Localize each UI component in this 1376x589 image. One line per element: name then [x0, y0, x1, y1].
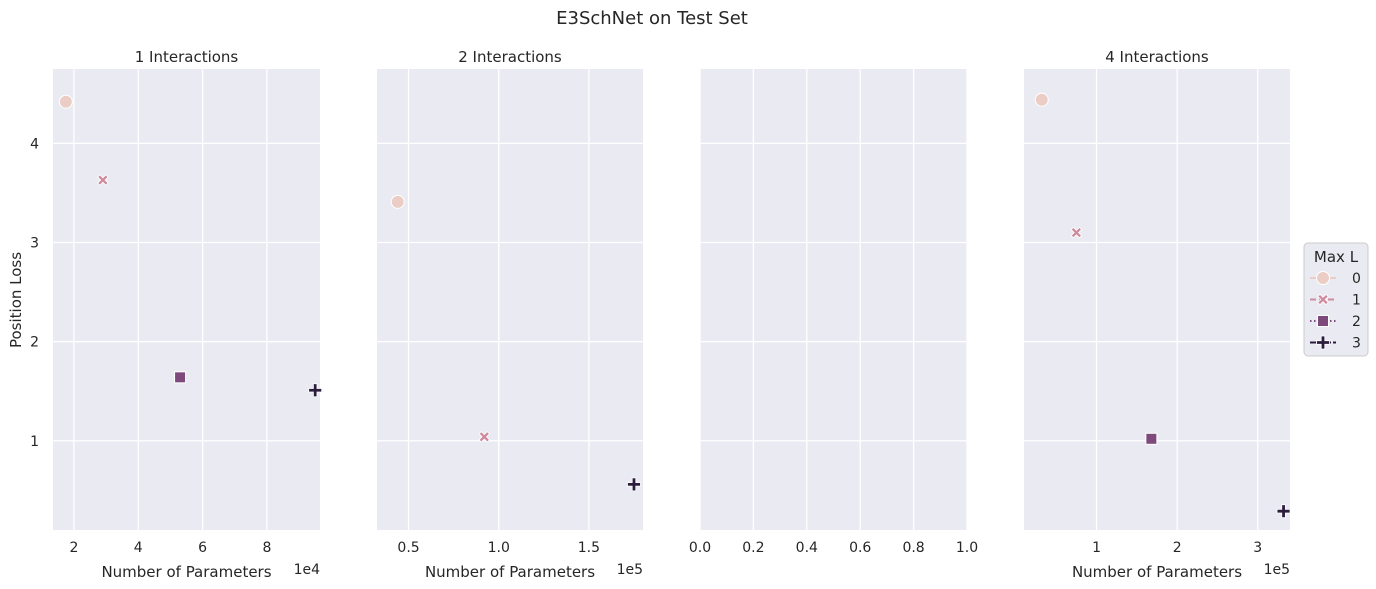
x-axis-label: Number of Parameters: [101, 563, 271, 581]
y-tick-label: 1: [30, 434, 39, 450]
x-tick-label: 0.5: [397, 540, 419, 556]
legend-title: Max L: [1314, 248, 1359, 266]
legend-marker: [1317, 315, 1329, 327]
x-offset-label: 1e5: [1264, 562, 1290, 578]
legend-label: 0: [1352, 271, 1361, 287]
subplot-4: 1 2 3 4 Interactions Number of Parameters 1e5: [1024, 48, 1291, 581]
data-point: [390, 194, 405, 209]
plot-area: [53, 69, 320, 530]
data-point: [174, 371, 187, 384]
y-tick-label: 4: [30, 136, 39, 152]
data-point: [627, 477, 641, 492]
x-tick-label: 3: [1253, 540, 1262, 556]
data-point: [1034, 92, 1049, 107]
x-tick-label: 1.0: [488, 540, 510, 556]
legend-label: 1: [1352, 293, 1361, 309]
subplot-2: 0.5 1.0 1.5 2 Interactions Number of Paramet…: [377, 48, 643, 581]
legend-marker: [1317, 293, 1329, 306]
legend-label: 2: [1352, 314, 1361, 330]
x-tick-label: 1.5: [578, 540, 600, 556]
x-tick-label: 8: [262, 540, 271, 556]
legend-marker: [1316, 271, 1330, 285]
data-point: [1070, 226, 1083, 239]
plot-area: [1024, 69, 1290, 530]
legend-frame: [1303, 242, 1369, 357]
x-tick-label: 1: [1092, 540, 1101, 556]
legend-entry-2: 2: [1310, 314, 1361, 330]
legend-label: 3: [1352, 336, 1361, 352]
x-tick-label: 6: [198, 540, 207, 556]
legend-entry-1: 1: [1310, 293, 1361, 309]
x-tick-label: 4: [134, 540, 143, 556]
y-axis-label: Position Loss: [7, 252, 25, 348]
legend-marker: [1316, 335, 1330, 350]
x-offset-label: 1e5: [617, 562, 643, 578]
y-tick-label: 3: [30, 235, 39, 251]
x-offset-label: 1e4: [294, 562, 321, 578]
data-point: [58, 94, 73, 109]
x-tick-label: 0.2: [742, 540, 764, 556]
x-tick-label: 1.0: [956, 540, 978, 556]
x-tick-label: 2: [1173, 540, 1182, 556]
subplot-title: 4 Interactions: [1105, 48, 1209, 66]
x-tick-label: 0.0: [689, 540, 711, 556]
data-point: [97, 174, 109, 186]
subplot-title: 2 Interactions: [458, 48, 562, 66]
legend-entry-0: 0: [1310, 271, 1361, 287]
subplot-1: 2 4 6 8 1 2 3 4 1 Interactions Number of Paramete…: [30, 48, 323, 581]
subplot-3: 0.0 0.2 0.4 0.6 0.8 1.0: [689, 69, 978, 556]
y-tick-label: 2: [30, 335, 39, 351]
x-tick-label: 0.6: [849, 540, 871, 556]
figure-title: E3SchNet on Test Set: [556, 8, 748, 29]
panels: 2 4 6 8 1 2 3 4 1 Interactions Number of Paramete…: [30, 48, 1291, 581]
subplot-title: 1 Interactions: [135, 48, 239, 66]
legend-entry-3: 3: [1310, 336, 1361, 352]
data-point: [308, 383, 323, 398]
plot-area: [377, 69, 643, 530]
data-point: [1145, 432, 1158, 445]
x-tick-label: 2: [69, 540, 78, 556]
x-axis-label: Number of Parameters: [425, 563, 595, 581]
legend: Max L 0 1 2 3: [1303, 242, 1369, 357]
x-tick-label: 0.8: [902, 540, 924, 556]
data-point: [478, 431, 491, 443]
x-tick-label: 0.4: [796, 540, 818, 556]
x-axis-label: Number of Parameters: [1072, 563, 1242, 581]
data-point: [1276, 504, 1291, 519]
plot-area: [700, 69, 967, 530]
